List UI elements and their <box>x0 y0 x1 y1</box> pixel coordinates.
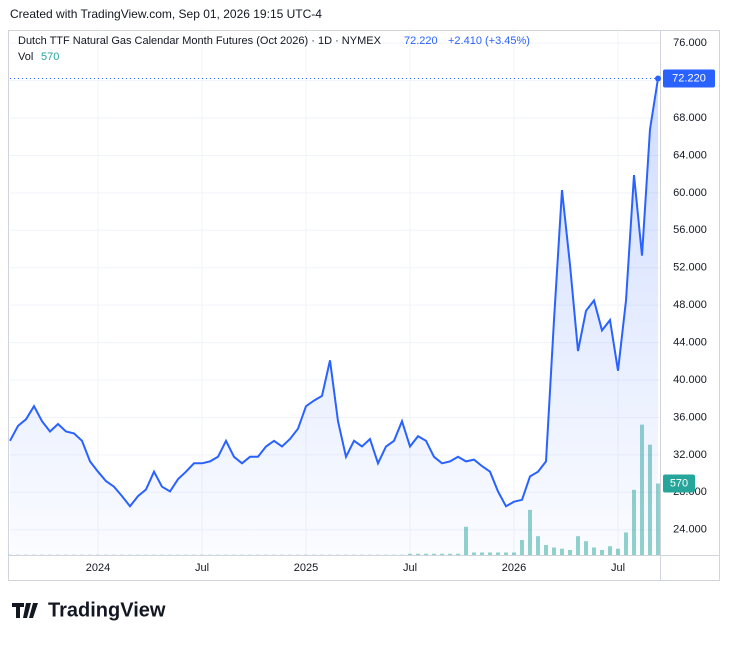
volume-tag-label: 570 <box>670 477 688 489</box>
y-tick-label: 68.000 <box>673 112 707 124</box>
y-tick-label: 56.000 <box>673 224 707 236</box>
last-price-label: 72.220 <box>672 72 706 84</box>
x-tick-label: 2025 <box>294 562 318 574</box>
x-tick-label: Jul <box>611 562 625 574</box>
x-tick-label: Jul <box>195 562 209 574</box>
y-tick-label: 44.000 <box>673 336 707 348</box>
y-tick-label: 76.000 <box>673 37 707 49</box>
x-tick-label: 2026 <box>502 562 526 574</box>
y-tick-label: 40.000 <box>673 374 707 386</box>
header: Created with TradingView.com, Sep 01, 20… <box>10 7 322 21</box>
legend-price: 72.220 <box>404 35 438 47</box>
y-tick-label: 32.000 <box>673 449 707 461</box>
y-tick-label: 48.000 <box>673 299 707 311</box>
legend-title: Dutch TTF Natural Gas Calendar Month Fut… <box>18 35 382 47</box>
legend-change: +2.410 (+3.45%) <box>448 35 530 47</box>
y-tick-label: 52.000 <box>673 262 707 274</box>
price-area <box>10 79 658 556</box>
y-tick-label: 64.000 <box>673 149 707 161</box>
brand: TradingView <box>48 599 166 621</box>
legend-vol-value: 570 <box>41 51 59 63</box>
logo: TradingView <box>12 599 166 621</box>
y-tick-label: 24.000 <box>673 524 707 536</box>
last-price-dot <box>655 76 661 82</box>
y-tick-label: 36.000 <box>673 411 707 423</box>
x-tick-label: Jul <box>403 562 417 574</box>
y-tick-label: 60.000 <box>673 187 707 199</box>
legend-vol-label: Vol <box>18 51 33 63</box>
x-tick-label: 2024 <box>86 562 110 574</box>
